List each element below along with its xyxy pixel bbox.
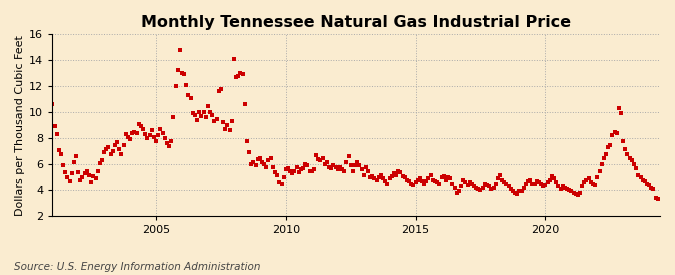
- Title: Monthly Tennessee Natural Gas Industrial Price: Monthly Tennessee Natural Gas Industrial…: [141, 15, 571, 30]
- Y-axis label: Dollars per Thousand Cubic Feet: Dollars per Thousand Cubic Feet: [15, 35, 25, 216]
- Text: Source: U.S. Energy Information Administration: Source: U.S. Energy Information Administ…: [14, 262, 260, 272]
